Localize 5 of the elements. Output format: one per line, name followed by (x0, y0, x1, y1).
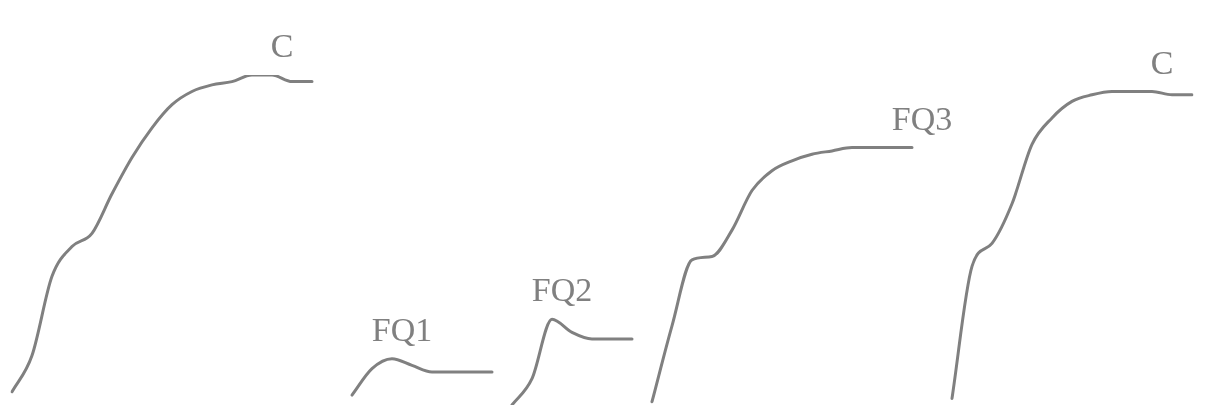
series-label: FQ1 (371, 310, 433, 348)
series-label: C (270, 27, 294, 64)
series-label: FQ2 (531, 271, 593, 309)
series-label: FQ3 (891, 99, 953, 137)
series-label: C (1150, 43, 1174, 81)
